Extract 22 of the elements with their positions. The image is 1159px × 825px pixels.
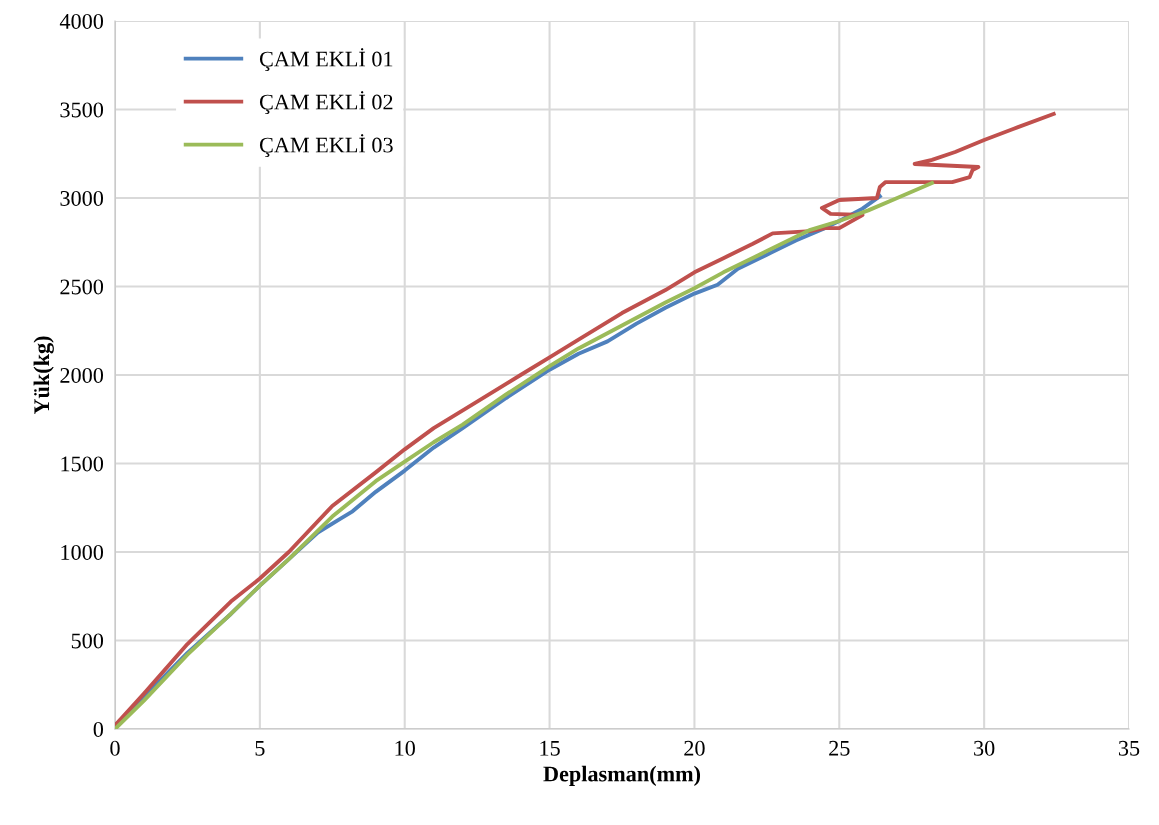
x-tick-label: 10	[395, 740, 415, 756]
y-tick-label: 500	[71, 633, 104, 649]
x-tick-label: 5	[255, 740, 265, 756]
x-tick-label: 15	[540, 740, 560, 756]
y-tick-label: 3000	[60, 190, 104, 206]
y-tick-label: 4000	[59, 13, 104, 29]
y-tick-label: 1000	[61, 544, 104, 560]
x-tick-label: 30	[974, 740, 995, 756]
y-tick-label: 1500	[61, 456, 104, 472]
legend-label: ÇAM EKLİ 03	[259, 134, 393, 158]
legend-label: ÇAM EKLİ 02	[259, 91, 393, 115]
x-tick-label: 25	[829, 740, 850, 756]
y-tick-label: 0	[93, 721, 104, 737]
x-tick-label: 0	[110, 740, 120, 756]
y-tick-label: 2000	[60, 367, 104, 383]
x-tick-label: 35	[1118, 740, 1140, 756]
y-axis-title: Yük(kg)	[33, 336, 54, 415]
x-axis-title: Deplasman(mm)	[543, 765, 701, 786]
y-tick-label: 3500	[60, 102, 104, 118]
legend-label: ÇAM EKLİ 01	[259, 48, 393, 72]
y-tick-label: 2500	[60, 279, 104, 295]
x-tick-label: 20	[684, 740, 705, 756]
